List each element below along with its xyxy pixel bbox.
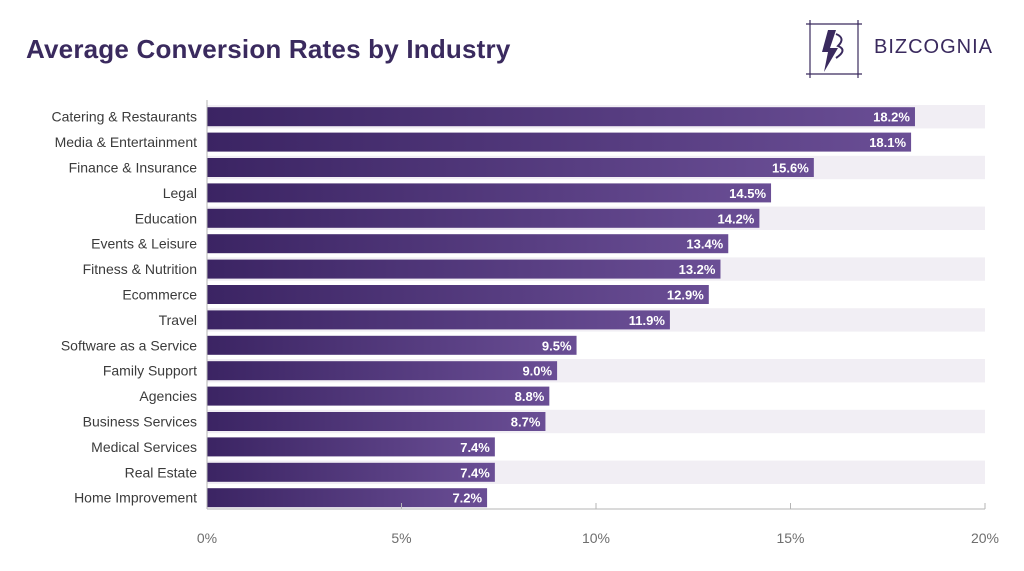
bar bbox=[207, 285, 709, 304]
bar bbox=[207, 488, 488, 508]
value-labels: 18.2% 18.1% 15.6% 14.5% 14.2% 13.4% 13.2% 12.9%… bbox=[452, 110, 910, 506]
value-label: 14.5% bbox=[729, 186, 766, 201]
value-label: 8.7% bbox=[511, 415, 541, 430]
category-label: Ecommerce bbox=[122, 287, 197, 303]
value-label: 8.8% bbox=[515, 389, 545, 404]
bar bbox=[207, 259, 721, 279]
category-label: Home Improvement bbox=[74, 490, 197, 506]
bar bbox=[207, 208, 760, 228]
bar bbox=[207, 158, 814, 177]
category-label: Fitness & Nutrition bbox=[83, 261, 197, 277]
bar bbox=[207, 132, 912, 152]
bizcognia-logo-icon bbox=[806, 20, 862, 78]
logo-text: BIZCOGNIA bbox=[874, 36, 994, 58]
value-label: 9.5% bbox=[542, 338, 572, 353]
bar bbox=[207, 386, 550, 406]
category-label: Events & Leisure bbox=[91, 236, 197, 252]
bars bbox=[207, 107, 915, 508]
bar bbox=[207, 437, 495, 457]
bar bbox=[207, 462, 495, 482]
value-label: 15.6% bbox=[772, 161, 809, 176]
value-label: 13.4% bbox=[686, 237, 723, 252]
x-tick-label: 20% bbox=[971, 530, 999, 546]
category-label: Legal bbox=[163, 185, 197, 201]
x-tick-label: 10% bbox=[582, 530, 610, 546]
category-label: Medical Services bbox=[91, 439, 197, 455]
category-label: Family Support bbox=[103, 363, 197, 379]
category-label: Software as a Service bbox=[61, 337, 197, 353]
bizcognia-logo: BIZCOGNIA bbox=[806, 18, 996, 82]
value-label: 13.2% bbox=[679, 262, 716, 277]
chart-title: Average Conversion Rates by Industry bbox=[26, 34, 511, 64]
bar bbox=[207, 335, 577, 355]
category-labels: Catering & Restaurants Media & Entertainm… bbox=[51, 109, 197, 506]
bar bbox=[207, 183, 772, 203]
category-label: Catering & Restaurants bbox=[51, 109, 197, 125]
bar bbox=[207, 361, 558, 381]
value-label: 18.1% bbox=[869, 135, 906, 150]
category-label: Travel bbox=[159, 312, 197, 328]
value-label: 12.9% bbox=[667, 288, 704, 303]
category-label: Finance & Insurance bbox=[69, 160, 198, 176]
value-label: 9.0% bbox=[522, 364, 552, 379]
category-label: Education bbox=[135, 210, 197, 226]
x-tick-label: 15% bbox=[776, 530, 804, 546]
value-label: 11.9% bbox=[629, 313, 666, 328]
x-tick-label: 0% bbox=[197, 530, 217, 546]
value-label: 7.4% bbox=[460, 440, 490, 455]
value-label: 7.2% bbox=[452, 491, 482, 506]
bar bbox=[207, 107, 915, 127]
category-label: Real Estate bbox=[125, 464, 198, 480]
bar bbox=[207, 412, 546, 431]
x-axis: 0% 5% 10% 15% 20% bbox=[197, 100, 999, 546]
value-label: 18.2% bbox=[873, 110, 910, 125]
category-label: Agencies bbox=[139, 388, 197, 404]
bar bbox=[207, 234, 729, 254]
category-label: Media & Entertainment bbox=[55, 134, 198, 150]
category-label: Business Services bbox=[83, 414, 197, 430]
x-tick-label: 5% bbox=[391, 530, 411, 546]
value-label: 7.4% bbox=[460, 465, 490, 480]
bar bbox=[207, 310, 670, 330]
value-label: 14.2% bbox=[718, 211, 755, 226]
